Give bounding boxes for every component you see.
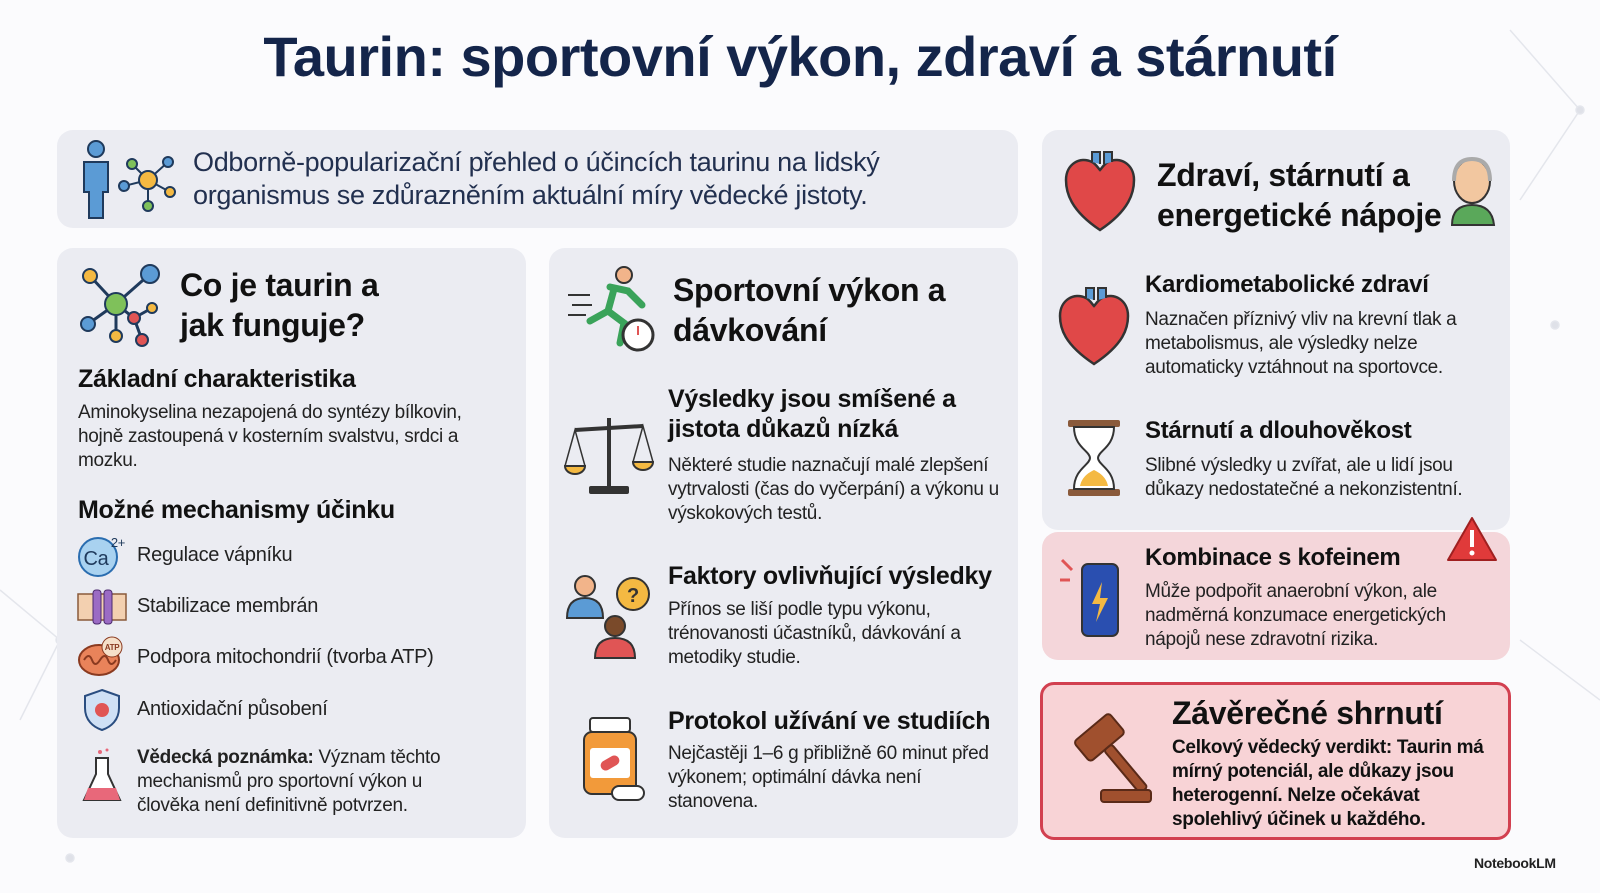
icon-text: Ca [84, 548, 110, 570]
section-heading: Základní charakteristika [78, 365, 356, 393]
person-molecule-icon [83, 140, 176, 219]
note-text: Význam těchto mechanismů pro sportovní v… [137, 747, 441, 816]
gavel-icon [1074, 713, 1152, 803]
mechanism-label: Regulace vápníku [137, 544, 293, 566]
item-heading: Protokol užívání ve studiích [668, 707, 991, 735]
panel-title: Sportovní výkon a dávkování [673, 272, 946, 348]
mitochondria-icon: ATP [78, 636, 123, 676]
note: Vědecká poznámka: Význam těchto mechanis… [137, 746, 487, 818]
item-text: Některé studie naznačují malé zlepšení v… [668, 455, 999, 524]
panel-title: Co je taurin a jak funguje? [180, 267, 379, 343]
item-text: Přínos se liší podle typu výkonu, trénov… [668, 599, 961, 668]
hourglass-icon [1068, 420, 1120, 496]
heart-icon [1064, 151, 1136, 232]
elderly-icon [1450, 156, 1496, 226]
svg-text:?: ? [627, 585, 639, 607]
item-text: Nejčastěji 1–6 g přibližně 60 minut před… [668, 743, 989, 812]
warning-heading: Kombinace s kofeinem [1145, 544, 1401, 571]
intro-box [57, 130, 1018, 228]
item-heading: Kardiometabolické zdraví [1145, 271, 1429, 298]
people-icon: ? [565, 575, 650, 659]
membrane-icon [77, 589, 127, 625]
item-heading: Stárnutí a dlouhověkost [1145, 417, 1412, 444]
scales-icon [563, 418, 655, 494]
brand: NotebookLM [1474, 855, 1556, 871]
section-text: Aminokyselina nezapojená do syntézy bílk… [78, 402, 462, 471]
section-heading: Možné mechanismy účinku [78, 496, 395, 524]
item-text: Naznačen příznivý vliv na krevní tlak a … [1145, 309, 1457, 378]
runner-icon [568, 266, 655, 352]
item-heading: Faktory ovlivňující výsledky [668, 562, 992, 590]
flask-icon [82, 748, 122, 801]
left-panel [57, 248, 526, 838]
molecule-icon [80, 264, 160, 347]
mechanism-label: Podpora mitochondrií (tvorba ATP) [137, 646, 434, 668]
shield-icon [84, 688, 120, 732]
calcium-icon: Ca 2+ [78, 535, 125, 577]
heart-icon [1058, 287, 1130, 366]
item-text: Slibné výsledky u zvířat, ale u lidí jso… [1145, 455, 1463, 500]
icon-text: ATP [105, 643, 120, 652]
summary-heading: Závěrečné shrnutí [1172, 695, 1443, 731]
energy-drink-icon [1060, 558, 1119, 637]
note-label: Vědecká poznámka: [137, 747, 314, 768]
mechanism-label: Stabilizace membrán [137, 595, 319, 617]
summary-text: Celkový vědecký verdikt: Taurin má mírný… [1172, 737, 1484, 830]
warning-box [1042, 532, 1510, 660]
supplement-icon [583, 717, 645, 801]
icon-text: 2+ [111, 535, 125, 550]
warning-icon [1447, 517, 1497, 561]
intro-text: Odborně-popularizační přehled o účincích… [193, 147, 880, 210]
warning-text: Může podpořit anaerobní výkon, ale nadmě… [1145, 581, 1446, 650]
mechanism-label: Antioxidační působení [137, 698, 328, 720]
page-title: Taurin: sportovní výkon, zdraví a stárnu… [263, 25, 1337, 88]
panel-title: Zdraví, stárnutí a energetické nápoje [1157, 157, 1442, 233]
item-heading: Výsledky jsou smíšené a jistota důkazů n… [668, 385, 956, 443]
